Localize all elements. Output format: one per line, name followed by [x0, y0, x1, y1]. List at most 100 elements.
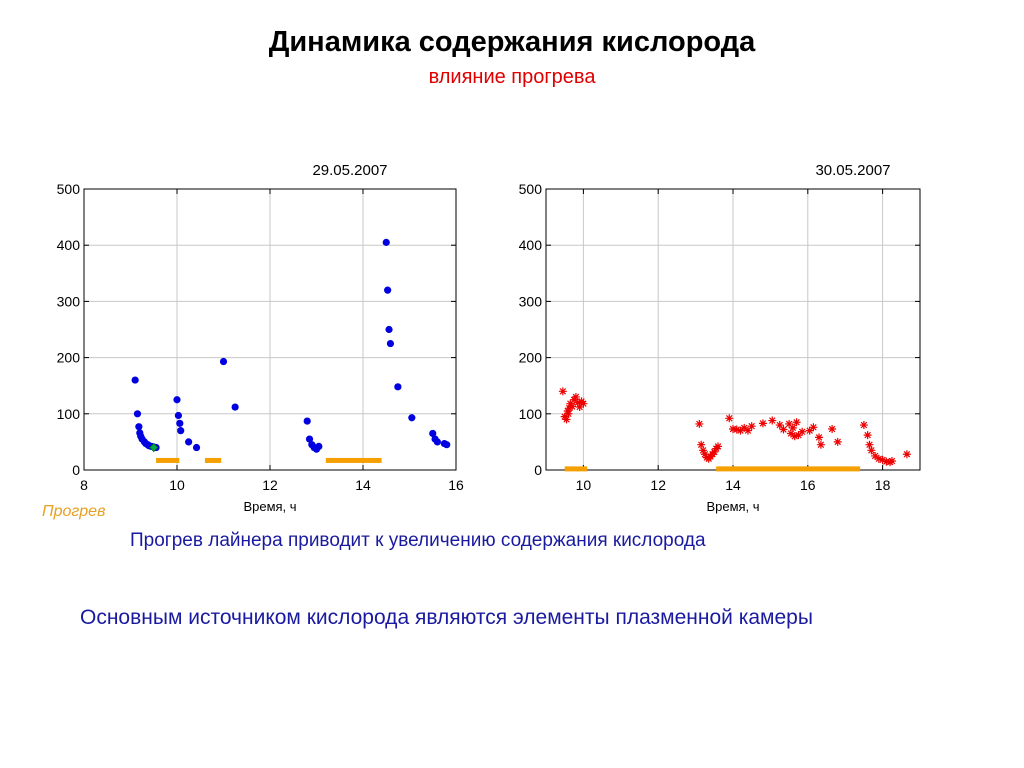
chart-1-data-point-13: [173, 396, 181, 404]
chart-2-y-tick-label-3: 300: [519, 293, 543, 309]
chart-2-data-point-43: [805, 426, 814, 435]
chart-1-y-tick-label-0: 0: [72, 462, 80, 478]
chart-2-x-tick-label-4: 18: [875, 477, 891, 493]
chart-1-data-point-19: [219, 357, 228, 366]
chart-2-data-point-47: [828, 424, 837, 433]
chart-2-data-point-14: [695, 419, 704, 428]
chart-2-x-tick-label-1: 12: [650, 477, 666, 493]
chart-2-data-point-38: [788, 423, 797, 432]
chart-1-y-tick-label-2: 200: [57, 350, 81, 366]
chart-1-y-tick-label-5: 500: [57, 181, 81, 197]
chart-2-y-tick-label-0: 0: [534, 462, 542, 478]
chart-2-data-point-40: [792, 418, 801, 427]
chart-2-data-point-50: [863, 431, 872, 440]
chart-2-y-tick-label-5: 500: [519, 181, 543, 197]
chart-2-y-tick-label-2: 200: [519, 350, 543, 366]
chart-2-data-point-52: [867, 446, 876, 455]
chart-1-data-point-28: [384, 286, 392, 294]
chart-2-data-point-7: [570, 395, 579, 404]
chart-1-data-point-32: [408, 414, 416, 422]
chart-1-heating-bar-2: [325, 457, 382, 463]
chart-1-data-point-16: [177, 427, 185, 435]
chart-1-x-tick-label-0: 8: [80, 477, 88, 493]
chart-2-data-point-35: [779, 425, 788, 434]
chart-2-data-point-54: [874, 454, 883, 463]
chart-1-data-point-1: [133, 410, 142, 418]
chart-2-data-point-5: [566, 399, 575, 408]
chart-2-data-point-33: [768, 416, 777, 425]
chart-2-data-point-15: [697, 440, 706, 449]
chart-2-data-point-59: [902, 450, 911, 459]
chart-2-data-point-48: [833, 437, 842, 446]
chart-2-y-tick-label-1: 100: [519, 406, 543, 422]
chart-2-data-point-13: [563, 406, 572, 415]
chart-2-data-point-12: [579, 399, 588, 408]
chart-1-data-point-21: [303, 417, 311, 425]
chart-2-data-point-25: [725, 414, 734, 423]
chart-2-data-point-9: [573, 398, 582, 407]
chart-2-data-point-34: [775, 421, 784, 430]
chart-2-data-point-4: [565, 404, 574, 413]
chart-1-data-point-2: [135, 423, 143, 431]
chart-2-data-point-39: [790, 432, 799, 441]
heating-legend-label: Прогрев: [42, 503, 106, 520]
chart-1-data-point-33: [429, 429, 437, 438]
chart-2-data-point-51: [865, 440, 874, 449]
chart-2-data-point-22: [710, 448, 719, 457]
chart-1-y-tick-label-4: 400: [57, 237, 81, 253]
chart-2-data-point-46: [816, 440, 825, 449]
chart-1-data-point-31: [394, 383, 402, 391]
chart-2-data-point-3: [564, 409, 573, 418]
chart-2-data-point-55: [878, 455, 887, 464]
chart-2-data-point-42: [798, 427, 807, 436]
chart-1-data-point-18: [192, 443, 201, 452]
chart-2-data-point-30: [743, 426, 752, 435]
chart-1-date-label: 29.05.2007: [312, 162, 388, 179]
chart-1-heating-bar-1: [204, 457, 222, 463]
chart-2-data-point-31: [747, 422, 756, 431]
chart-2-data-point-44: [809, 423, 818, 432]
chart-2-data-point-29: [740, 423, 749, 432]
chart-1-x-axis-label: Время, ч: [243, 499, 296, 514]
chart-1-data-point-30: [386, 339, 395, 348]
slide-title: Динамика содержания кислорода: [268, 26, 756, 58]
chart-2-data-point-2: [562, 415, 571, 424]
chart-2-data-point-28: [736, 426, 745, 435]
chart-1-y-tick-label-3: 300: [57, 293, 81, 309]
chart-1-data-point-14: [174, 411, 182, 420]
chart-2-heating-bar-1: [716, 466, 861, 472]
chart-2-data-point-10: [575, 403, 584, 412]
chart-2-x-tick-label-2: 14: [725, 477, 741, 493]
chart-2-heating-bar-0: [564, 466, 588, 472]
chart-2-y-tick-label-4: 400: [519, 237, 543, 253]
chart-1-data-point-22: [305, 435, 314, 443]
conclusion-text-2: Основным источником кислорода являются э…: [80, 606, 813, 629]
slide-subtitle: влияние прогрева: [428, 66, 596, 88]
chart-2-date-label: 30.05.2007: [815, 162, 891, 179]
chart-2-data-point-41: [794, 431, 803, 440]
chart-2-data-point-17: [700, 450, 709, 459]
chart-2-data-point-6: [568, 402, 577, 411]
chart-2-data-point-49: [859, 421, 868, 430]
chart-1-y-tick-label-1: 100: [57, 406, 81, 422]
chart-1-x-tick-label-4: 16: [448, 477, 464, 493]
chart-1-data-point-37: [443, 441, 451, 449]
chart-2-data-point-58: [887, 457, 896, 466]
chart-1-data-point-35: [433, 438, 441, 446]
chart-2-data-point-45: [815, 433, 824, 442]
chart-1-heating-start-marker: [149, 442, 159, 453]
chart-2-x-tick-label-3: 16: [800, 477, 816, 493]
chart-1-data-point-26: [315, 442, 323, 450]
chart-2-data-point-8: [571, 392, 580, 401]
chart-1-x-tick-label-2: 12: [262, 477, 278, 493]
chart-2-x-tick-label-0: 10: [576, 477, 592, 493]
conclusion-text-1: Прогрев лайнера приводит к увеличению со…: [130, 530, 706, 551]
chart-2-data-point-36: [785, 419, 794, 428]
chart-1-heating-bar-0: [156, 457, 180, 463]
chart-2-data-point-16: [699, 446, 708, 455]
chart-1-data-point-27: [382, 238, 390, 246]
chart-1-data-point-0: [131, 376, 139, 384]
chart-1-data-point-20: [231, 403, 239, 411]
chart-1-data-point-29: [385, 325, 393, 334]
